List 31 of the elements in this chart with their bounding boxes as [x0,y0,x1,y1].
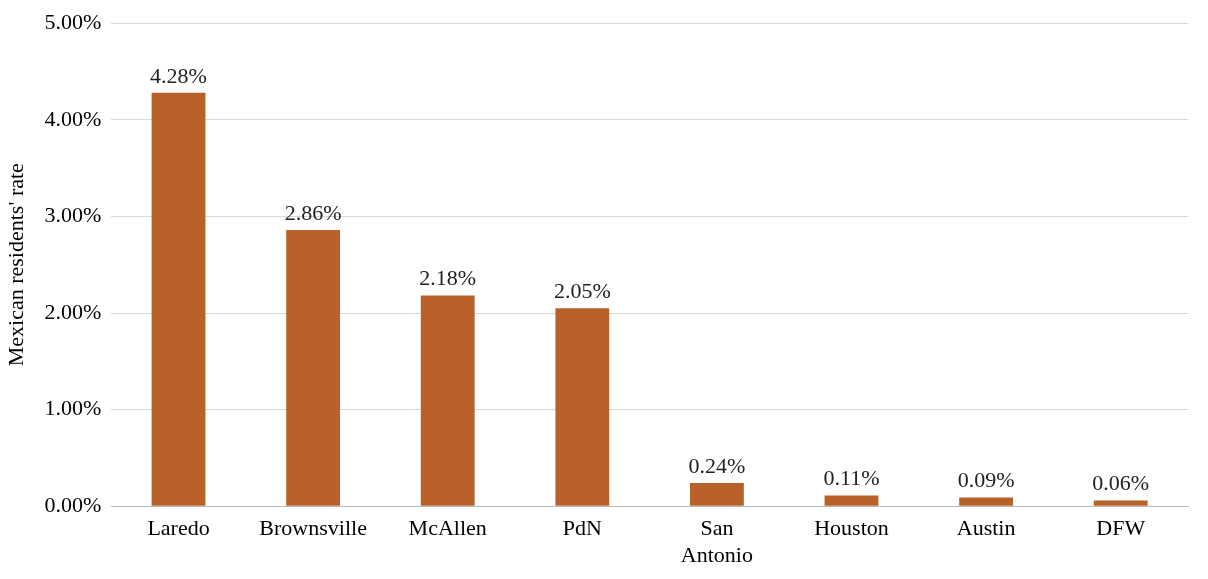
y-tick-label: 3.00% [44,202,102,228]
x-tick-label: DFW [1096,515,1146,541]
bar [824,495,879,506]
x-tick-label: Laredo [147,515,210,541]
data-label: 0.24% [688,452,746,478]
bar [151,92,206,506]
bar [1093,500,1148,506]
x-tick-label: San Antonio [680,515,753,567]
data-label: 2.18% [419,265,477,291]
data-label: 4.28% [150,62,207,88]
y-tick-label: 0.00% [44,491,102,517]
y-axis-title: Mexican residents' rate [2,163,28,367]
x-tick-label: Brownsville [259,515,367,541]
data-label: 0.06% [1092,470,1150,496]
data-label: 2.86% [284,199,342,225]
bar [959,497,1014,506]
data-label: 0.09% [957,467,1015,493]
x-tick-label: Houston [814,515,889,541]
bar [420,295,475,506]
y-tick-label: 2.00% [44,298,102,324]
data-label: 2.05% [553,277,611,303]
x-tick-label: PdN [562,515,602,541]
bar [555,308,610,506]
bar [286,229,341,506]
y-tick-label: 1.00% [44,395,102,421]
y-tick-label: 5.00% [44,8,102,34]
y-tick-label: 4.00% [44,105,102,131]
x-tick-label: McAllen [408,515,487,541]
data-label: 0.11% [823,465,880,491]
x-tick-label: Austin [956,515,1016,541]
bar [689,483,744,506]
